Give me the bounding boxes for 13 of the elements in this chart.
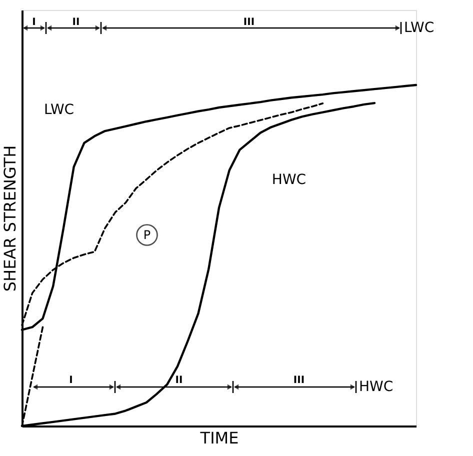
text: I — [32, 17, 36, 28]
annotation: II — [175, 375, 183, 386]
text: HWC — [272, 172, 306, 188]
annotation: III — [293, 375, 305, 386]
y-axis-title: SHEAR STRENGTH — [0, 145, 20, 292]
text: II — [72, 17, 80, 28]
text: P — [143, 228, 151, 242]
annotation: I — [69, 375, 73, 386]
text: III — [243, 17, 255, 28]
annotation: HWC — [359, 379, 394, 395]
x-axis-title: TIME — [199, 428, 239, 448]
series-label: LWC — [44, 102, 74, 118]
text: LWC — [404, 20, 434, 36]
